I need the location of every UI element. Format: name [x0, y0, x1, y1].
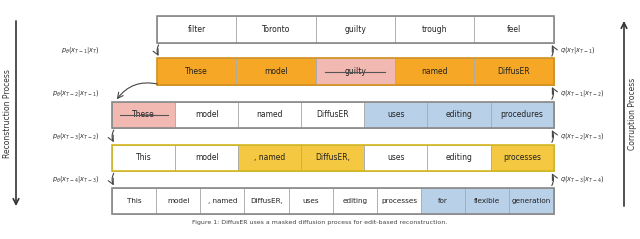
Text: These: These [185, 67, 208, 76]
Bar [333, 188, 377, 214]
Bar [157, 59, 554, 85]
Text: DiffusER,: DiffusER, [250, 198, 283, 204]
Text: Figure 1: DiffusER uses a masked diffusion process for edit-based reconstruction: Figure 1: DiffusER uses a masked diffusi… [193, 220, 447, 225]
Text: , named: , named [207, 198, 237, 204]
Text: $q(x_{T-1}|x_{T-2})$: $q(x_{T-1}|x_{T-2})$ [560, 87, 604, 99]
Text: Corruption Process: Corruption Process [628, 77, 637, 150]
Text: This: This [136, 153, 152, 162]
Bar [474, 16, 554, 43]
Text: feel: feel [507, 25, 521, 34]
Text: uses: uses [303, 198, 319, 204]
Text: generation: generation [512, 198, 551, 204]
Text: processes: processes [503, 153, 541, 162]
Text: $p_\theta(x_{T-1}|x_T)$: $p_\theta(x_{T-1}|x_T)$ [61, 45, 99, 56]
Bar [490, 102, 554, 128]
Bar [244, 188, 289, 214]
Text: This: This [127, 198, 141, 204]
Text: These: These [132, 110, 155, 119]
Text: processes: processes [381, 198, 417, 204]
Bar [236, 16, 316, 43]
Text: $p_\theta(x_{T-4}|x_{T-3})$: $p_\theta(x_{T-4}|x_{T-3})$ [52, 174, 99, 185]
Bar [428, 145, 490, 171]
Text: $q(x_T|x_{T-1})$: $q(x_T|x_{T-1})$ [560, 45, 596, 56]
Text: filter: filter [188, 25, 205, 34]
Text: guilty: guilty [344, 67, 366, 76]
Text: procedures: procedures [500, 110, 543, 119]
Bar [175, 102, 238, 128]
Bar [200, 188, 244, 214]
Text: uses: uses [387, 153, 404, 162]
Bar [157, 16, 554, 43]
Text: , named: , named [254, 153, 285, 162]
Text: trough: trough [422, 25, 447, 34]
Text: Toronto: Toronto [262, 25, 290, 34]
Bar [428, 102, 490, 128]
Bar [112, 102, 554, 128]
Text: model: model [195, 153, 218, 162]
Bar [316, 16, 395, 43]
Text: $q(x_{T-2}|x_{T-3})$: $q(x_{T-2}|x_{T-3})$ [560, 131, 604, 142]
Bar [421, 188, 465, 214]
Text: uses: uses [387, 110, 404, 119]
Bar [395, 59, 474, 85]
Bar [364, 145, 428, 171]
Bar [112, 188, 554, 214]
Text: DiffusER: DiffusER [498, 67, 530, 76]
Bar [156, 188, 200, 214]
Bar [509, 188, 554, 214]
Bar [157, 59, 236, 85]
Text: named: named [421, 67, 448, 76]
Bar [465, 188, 509, 214]
Text: editing: editing [342, 198, 367, 204]
Bar [175, 145, 238, 171]
Text: Reconstruction Process: Reconstruction Process [3, 69, 12, 158]
Bar [395, 16, 474, 43]
Text: flexible: flexible [474, 198, 500, 204]
Text: model: model [195, 110, 218, 119]
Bar [377, 188, 421, 214]
Text: for: for [438, 198, 448, 204]
Bar [474, 59, 554, 85]
Bar [364, 102, 428, 128]
Bar [301, 145, 364, 171]
Bar [157, 16, 236, 43]
Bar [238, 145, 301, 171]
Text: model: model [264, 67, 288, 76]
Text: DiffusER,: DiffusER, [316, 153, 350, 162]
Text: DiffusER: DiffusER [317, 110, 349, 119]
Text: $p_\theta(x_{T-2}|x_{T-1})$: $p_\theta(x_{T-2}|x_{T-1})$ [52, 87, 99, 99]
Bar [316, 59, 395, 85]
Text: model: model [167, 198, 189, 204]
Bar [236, 59, 316, 85]
Bar [112, 188, 156, 214]
Text: guilty: guilty [344, 25, 366, 34]
Bar [490, 145, 554, 171]
Bar [112, 145, 554, 171]
Bar [112, 102, 175, 128]
Text: editing: editing [445, 153, 472, 162]
Text: editing: editing [445, 110, 472, 119]
Text: $q(x_{T-3}|x_{T-4})$: $q(x_{T-3}|x_{T-4})$ [560, 174, 604, 185]
Text: named: named [257, 110, 283, 119]
Bar [112, 145, 175, 171]
Bar [301, 102, 364, 128]
Bar [238, 102, 301, 128]
Bar [289, 188, 333, 214]
Text: $p_\theta(x_{T-3}|x_{T-2})$: $p_\theta(x_{T-3}|x_{T-2})$ [52, 131, 99, 142]
